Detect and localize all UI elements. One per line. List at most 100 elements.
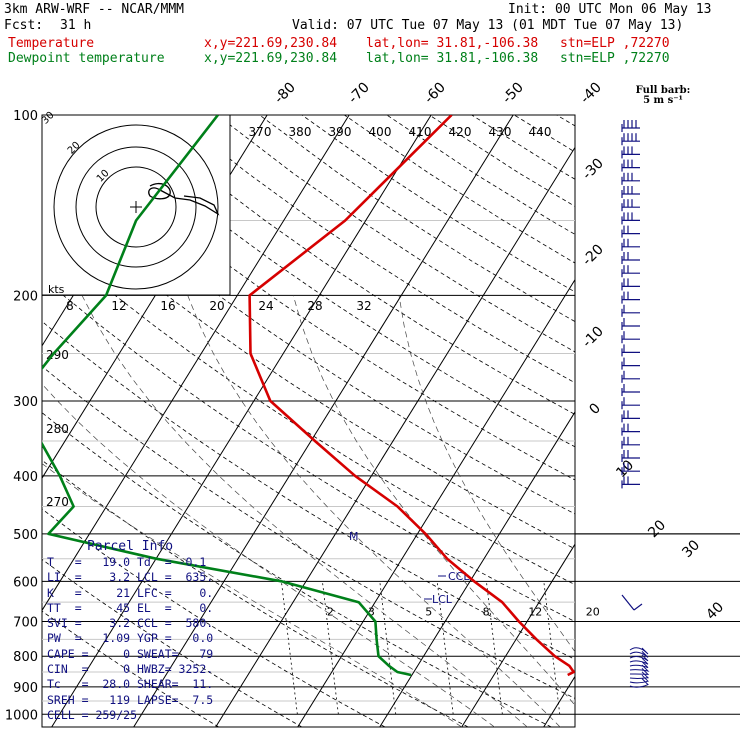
isotherm-line [626,115,740,727]
isotherm-line [51,115,432,727]
isotherm-line [297,278,575,727]
isotherm-label: -80 [271,79,298,106]
dry-adiabat-line [42,508,386,727]
parcel-info-row: CELL = 259/25 [47,707,138,722]
pressure-tick-label: 100 [13,109,38,124]
wind-barb [629,678,649,688]
parcel-info-panel: Parcel Info T = 19.0 Td = -0.1 LI = 3.2 L… [47,538,237,728]
mixing-ratio-label: 8 [483,605,490,618]
isotherm-label: -20 [579,241,606,268]
theta-label: 440 [529,125,552,139]
mixing-ratio-line [379,581,397,715]
wind-barb [629,647,649,655]
moist-adiabat-line [42,463,462,727]
theta-label: 370 [249,125,272,139]
isotherm-label: 30 [679,537,703,561]
speed-axis-label: 32 [356,299,371,313]
mixing-ratio-label: 5 [425,605,432,618]
parcel-info-row: TT = 45 EL = 0. [47,600,214,615]
temperature-xy: x,y=221.69,230.84 [204,36,338,51]
isotherm-label: -50 [499,79,526,106]
theta-label: 420 [449,125,472,139]
isotherm-label: -40 [577,79,604,106]
parcel-info-row: K = 21 LFC = 0. [47,585,214,600]
dry-adiabat-line [42,365,575,699]
moist-adiabat-line [81,295,528,727]
full-barb-note: Full barb: 5 m s⁻¹ [628,86,698,106]
pressure-tick-label: 500 [13,528,38,543]
mixing-ratio-label: 20 [586,605,600,618]
wind-barb [629,671,650,679]
dewpoint-latlon: lat,lon= 31.81,-106.38 [366,51,539,66]
mixing-ratio-line [486,581,503,715]
isotherm-line [543,675,575,727]
isotherm-line [0,115,21,727]
dry-adiabat-line [344,115,575,264]
isotherm-line [215,146,575,727]
parcel-info-row: CAPE = 0 SWEAT= 79 [47,646,214,661]
dewpoint-legend: Dewpoint temperature [8,51,165,66]
dry-adiabat-line [599,115,740,727]
dry-adiabat-line [259,115,575,323]
wind-barb [633,603,643,611]
parcel-info-row: SVI = 3.2 CCL = 580. [47,616,214,631]
wind-barb [629,664,650,672]
dewpoint-trace [42,115,412,677]
theta-label: 390 [329,125,352,139]
parcel-info-row: PW = 1.09 YGP = 0.0 [47,631,214,646]
valid-time: Valid: 07 UTC Tue 07 May 13 (01 MDT Tue … [292,18,684,33]
hodograph-ring [53,124,219,290]
wind-barb [629,668,650,675]
dry-adiabat-line [42,233,575,586]
speed-axis-label: 16 [160,299,175,313]
theta-label: 400 [369,125,392,139]
pressure-tick-label: 1000 [5,708,38,723]
speed-axis-label: 12 [111,299,126,313]
pressure-tick-label: 600 [13,575,38,590]
isotherm-label: 0 [586,400,604,418]
theta-label: 430 [489,125,512,139]
isotherm-label: -30 [579,155,606,182]
parcel-info-title: Parcel Info [87,539,174,554]
pressure-tick-label: 900 [13,681,38,696]
parcel-info-row: T = 19.0 Td = -0.1 [47,555,207,569]
dry-adiabat-line [216,115,575,353]
height-axis-label: 270 [46,495,69,509]
isotherm-label: -70 [345,79,372,106]
dry-adiabat-line [42,276,575,623]
moist-adiabat-line [187,295,561,727]
parcel-info-row: Tc = 28.0 SHEAR= 11. [47,677,214,692]
mixing-ratio-label: 2 [327,605,334,618]
temperature-latlon: lat,lon= 31.81,-106.38 [366,36,539,51]
wind-barb [621,594,635,611]
hodograph-ring [95,166,177,248]
hodograph-ring [75,146,197,268]
isotherm-label: 10 [613,457,637,481]
isotherm-label: -10 [579,323,606,350]
moist-adiabat-line [398,295,575,653]
theta-label: 380 [289,125,312,139]
forecast-label: Fcst: [4,18,44,33]
hodograph-trace [148,182,220,216]
isotherm-line [379,411,575,727]
dry-adiabat-line [42,149,575,515]
dry-adiabat-line [42,610,219,727]
dry-adiabat-line [47,115,575,481]
parcel-info-row: LI = 3.2 LCL = 635. [47,570,214,585]
dry-adiabat-line [556,115,575,127]
moist-adiabat-line [292,295,575,706]
wind-barb [629,657,649,665]
temperature-station: stn=ELP ,72270 [560,36,670,51]
speed-axis-label: 28 [307,299,322,313]
mixing-ratio-label: 3 [368,605,375,618]
speed-axis-label: 8 [66,299,74,313]
height-axis-label: 290 [46,348,69,362]
full-barb-label: Full barb: [635,85,691,96]
lcl-marker: LCL [432,593,453,606]
speed-axis-label: 20 [209,299,224,313]
full-barb-units: 5 m s⁻¹ [643,95,683,106]
moist-adiabat-line [42,383,495,727]
dewpoint-station: stn=ELP ,72270 [560,51,670,66]
dewpoint-xy: x,y=221.69,230.84 [204,51,338,66]
parcel-info-row: SREH = 119 LAPSE= 7.5 [47,692,214,707]
